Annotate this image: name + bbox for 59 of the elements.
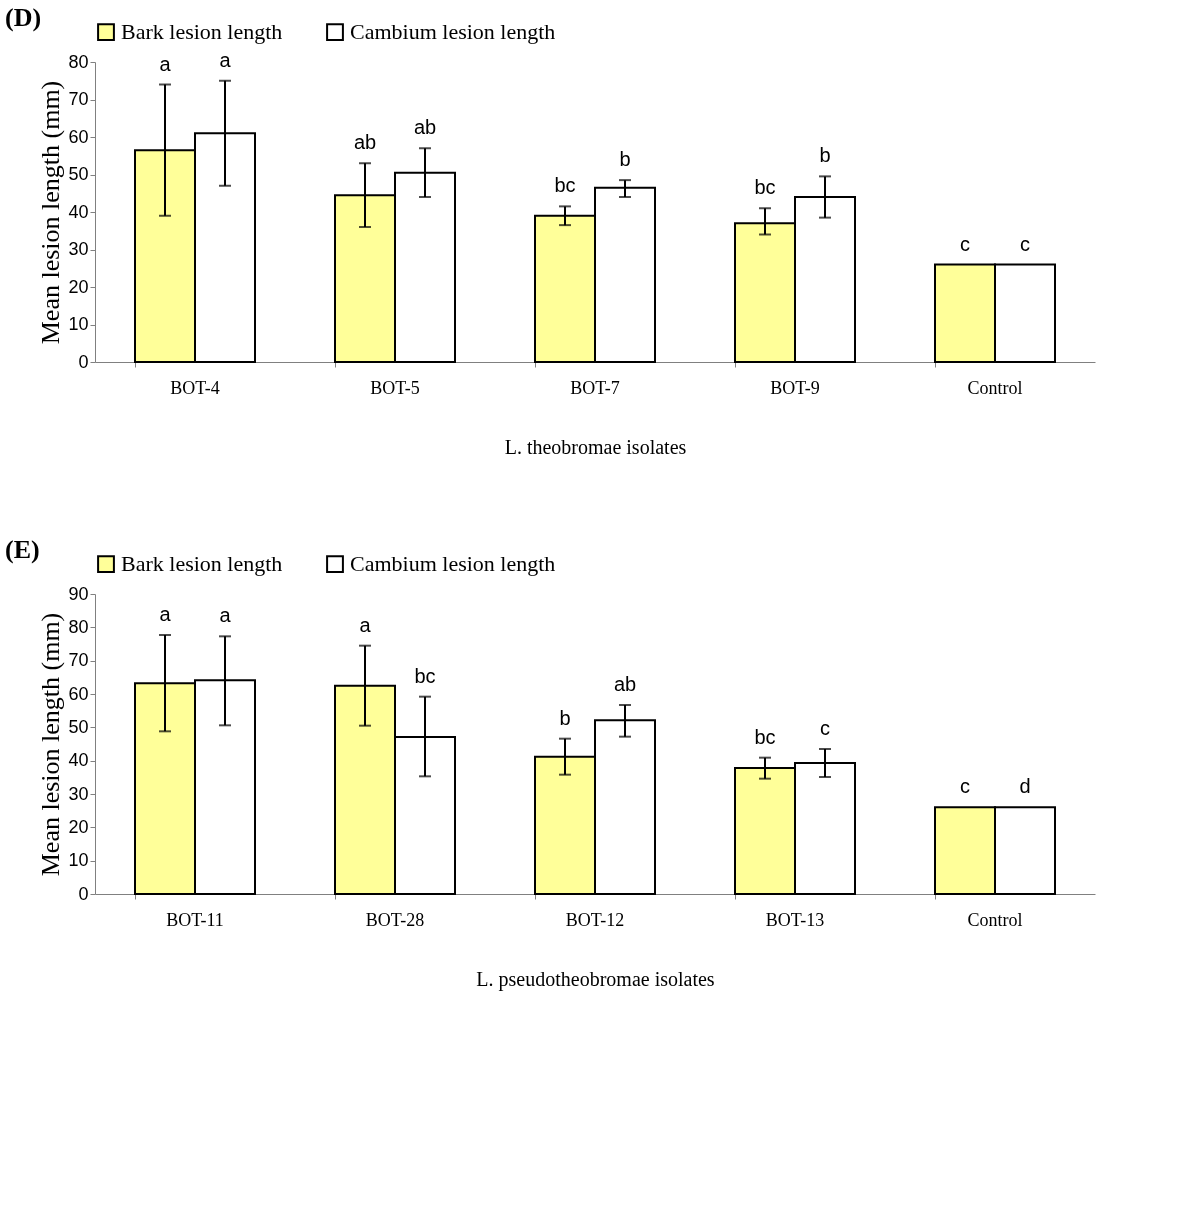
chart-title: (E)	[5, 535, 40, 564]
x-tick-label: BOT-28	[365, 909, 425, 930]
x-axis-title: L. pseudotheobromae isolates	[476, 967, 715, 991]
annotation: a	[359, 613, 372, 636]
annotation: d	[1019, 775, 1031, 798]
y-tick-label: 10	[68, 314, 89, 334]
annotation: c	[960, 775, 970, 798]
annotation: c	[1020, 232, 1030, 255]
x-tick-label: BOT-5	[370, 377, 420, 398]
y-tick-label: 20	[68, 816, 89, 837]
y-tick-label: 60	[68, 683, 89, 704]
annotation: ab	[353, 131, 377, 154]
annotation: b	[819, 144, 831, 167]
annotation: b	[559, 706, 571, 729]
x-tick-label: Control	[967, 909, 1023, 930]
y-axis-title: Mean lesion length (mm)	[36, 80, 66, 345]
annotation: a	[219, 604, 232, 627]
annotation: a	[219, 48, 232, 71]
y-tick-label: 50	[68, 716, 89, 737]
y-tick-label: 0	[78, 351, 89, 372]
y-tick-label: 10	[68, 850, 89, 871]
y-axis-title: Mean lesion length (mm)	[36, 612, 66, 877]
legend-label: Cambium lesion length	[350, 551, 556, 577]
chart-title: (D)	[5, 3, 42, 32]
y-tick-label: 80	[68, 616, 89, 637]
annotation: a	[159, 603, 172, 625]
annotation: ab	[413, 116, 437, 139]
x-tick-label: BOT-9	[770, 377, 820, 398]
y-tick-label: 70	[68, 89, 89, 109]
y-tick-label: 60	[68, 126, 89, 147]
annotation: bc	[554, 174, 576, 197]
x-axis-title: L. theobromae isolates	[504, 435, 687, 458]
legend-label: Bark lesion length	[121, 551, 283, 577]
y-tick-label: 70	[68, 650, 89, 671]
y-tick-label: 40	[68, 750, 89, 771]
y-tick-label: 20	[68, 276, 89, 297]
annotation: bc	[754, 725, 776, 748]
y-tick-label: 30	[68, 239, 89, 259]
annotation: ab	[613, 673, 637, 695]
y-tick-label: 50	[68, 164, 89, 184]
x-tick-label: Control	[967, 377, 1023, 398]
annotation: c	[960, 232, 970, 255]
annotation: bc	[414, 664, 436, 687]
y-tick-label: 80	[68, 51, 89, 72]
legend-label: Cambium lesion length	[350, 19, 556, 45]
x-tick-label: BOT-11	[166, 909, 224, 930]
annotation: b	[619, 148, 631, 171]
y-tick-label: 0	[78, 883, 89, 904]
y-tick-label: 40	[68, 201, 89, 222]
x-tick-label: BOT-12	[565, 909, 625, 930]
annotation: c	[820, 717, 830, 739]
annotation: bc	[754, 176, 776, 199]
y-tick-label: 90	[68, 583, 89, 604]
x-tick-label: BOT-4	[170, 377, 220, 398]
y-tick-label: 30	[68, 783, 89, 804]
x-tick-label: BOT-13	[765, 909, 825, 930]
annotation: a	[159, 52, 172, 75]
legend-label: Bark lesion length	[121, 19, 283, 45]
x-tick-label: BOT-7	[570, 377, 620, 398]
